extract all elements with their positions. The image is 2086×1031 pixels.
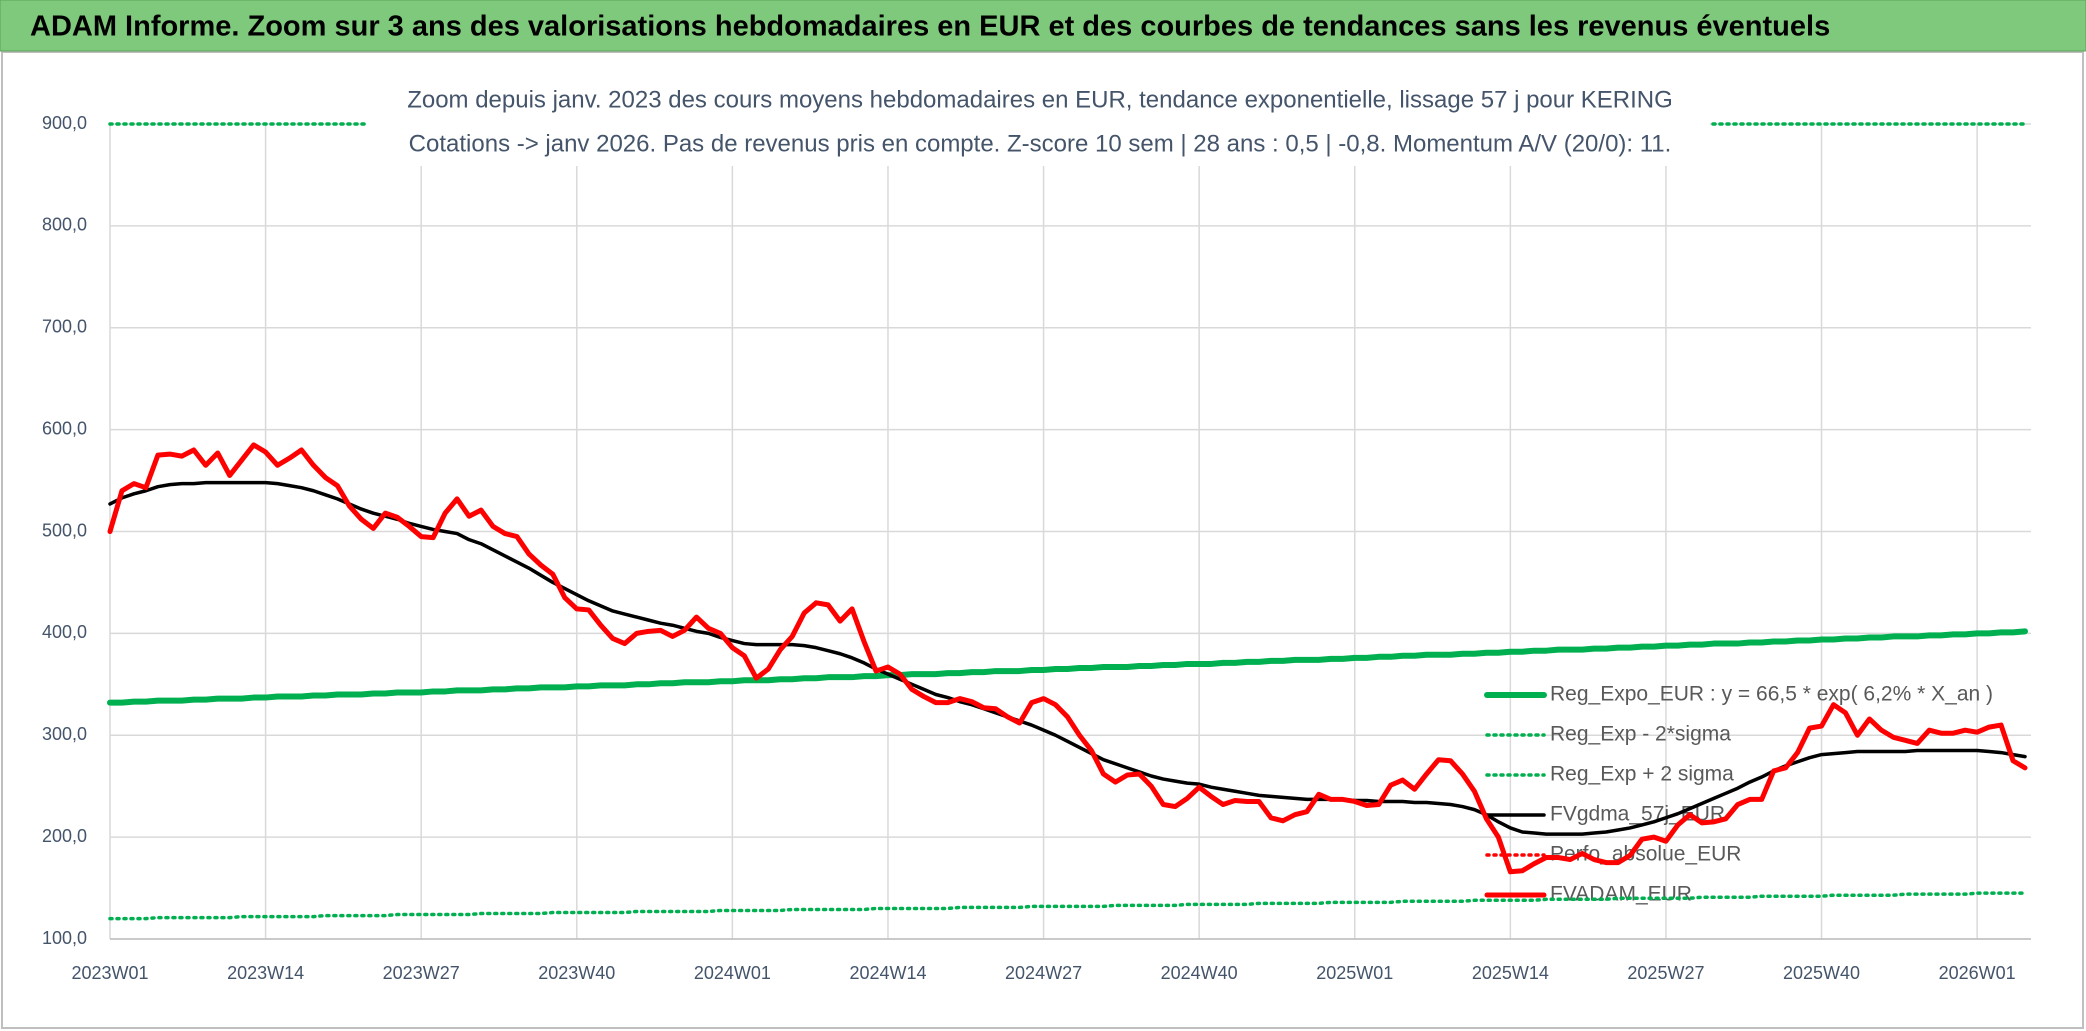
series-line [108, 891, 2027, 921]
x-tick-label: 2024W40 [1161, 963, 1238, 983]
legend-label: Reg_Expo_EUR : y = 66,5 * exp( 6,2% * X_… [1550, 683, 1993, 706]
x-tick-label: 2024W01 [694, 963, 771, 983]
y-tick-label: 100,0 [42, 928, 87, 948]
x-tick-label: 2025W01 [1316, 963, 1393, 983]
x-tick-label: 2023W14 [227, 963, 304, 983]
series-line [107, 442, 2028, 875]
chart-frame [1, 51, 2084, 1029]
legend-label: Reg_Exp + 2 sigma [1550, 763, 1734, 786]
x-tick-label: 2023W27 [383, 963, 460, 983]
x-tick-label: 2025W40 [1783, 963, 1860, 983]
y-tick-label: 600,0 [42, 418, 87, 438]
y-tick-label: 900,0 [42, 113, 87, 133]
y-tick-label: 500,0 [42, 520, 87, 540]
x-tick-label: 2025W27 [1627, 963, 1704, 983]
header-bar [0, 0, 2086, 52]
y-tick-label: 200,0 [42, 826, 87, 846]
series-line [108, 480, 2027, 836]
y-tick-label: 300,0 [42, 724, 87, 744]
legend-label: Reg_Exp - 2*sigma [1550, 723, 1731, 746]
chart-subtitle: Cotations -> janv 2026. Pas de revenus p… [409, 130, 1672, 157]
x-tick-label: 2023W40 [538, 963, 615, 983]
x-tick-label: 2024W14 [849, 963, 926, 983]
x-tick-label: 2024W27 [1005, 963, 1082, 983]
x-tick-label: 2025W14 [1472, 963, 1549, 983]
chart-subtitle: Zoom depuis janv. 2023 des cours moyens … [407, 86, 1673, 113]
y-tick-label: 800,0 [42, 215, 87, 235]
series-line [107, 628, 2028, 706]
y-tick-label: 400,0 [42, 622, 87, 642]
legend-label: FVADAM_EUR [1550, 883, 1692, 906]
y-tick-label: 700,0 [42, 317, 87, 337]
x-tick-label: 2023W01 [71, 963, 148, 983]
x-tick-label: 2026W01 [1939, 963, 2016, 983]
chart-title: ADAM Informe. Zoom sur 3 ans des valoris… [30, 11, 1830, 43]
subtitle-background [366, 78, 1710, 166]
